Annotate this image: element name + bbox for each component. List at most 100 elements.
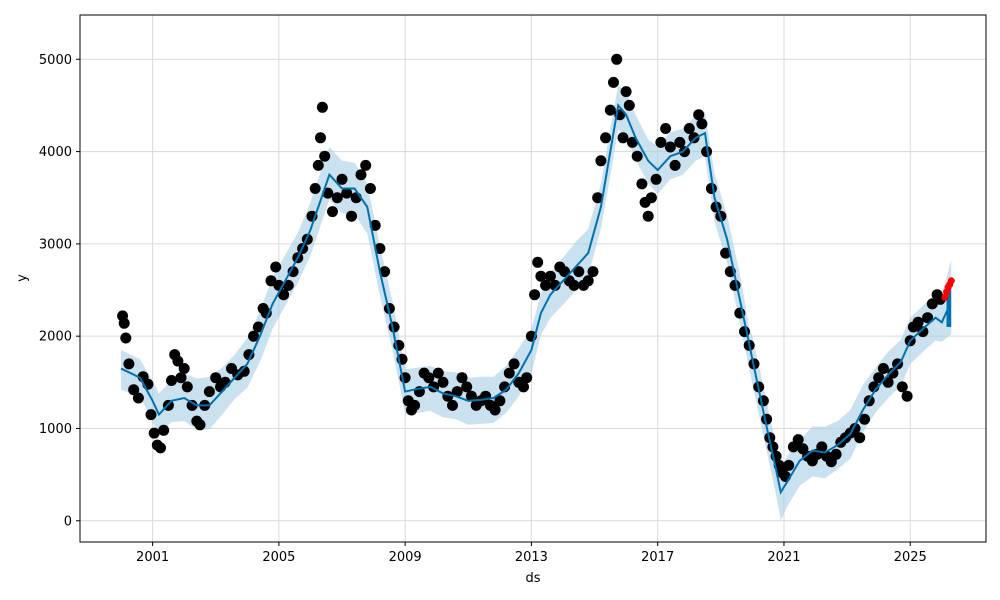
- x-tick-label: 2005: [262, 550, 295, 565]
- observed-point: [508, 358, 520, 370]
- gridlines: [80, 15, 986, 542]
- observed-point: [336, 173, 348, 185]
- observed-point: [123, 358, 135, 370]
- observed-point: [617, 132, 629, 144]
- observed-point: [364, 183, 376, 194]
- observed-point: [887, 367, 899, 379]
- observed-point: [729, 279, 741, 291]
- observed-point: [535, 270, 547, 282]
- observed-point: [705, 183, 717, 194]
- observed-point: [319, 150, 331, 162]
- observed-point: [608, 76, 619, 88]
- observed-point: [194, 419, 206, 431]
- x-axis-label: ds: [525, 571, 540, 586]
- x-tick-label: 2001: [136, 550, 169, 565]
- observed-point: [423, 372, 435, 384]
- observed-point: [611, 53, 623, 65]
- observed-point: [312, 159, 324, 171]
- observed-point: [327, 206, 338, 218]
- observed-point: [592, 192, 604, 204]
- observed-point: [636, 178, 648, 190]
- observed-point: [437, 376, 449, 388]
- observed-point: [210, 372, 222, 384]
- forecast-tail: [946, 288, 952, 327]
- observed-point: [315, 132, 326, 144]
- observed-point: [243, 349, 255, 361]
- y-tick-label: 2000: [39, 330, 72, 345]
- observed-point: [660, 123, 672, 134]
- observed-point: [355, 169, 367, 181]
- observed-point: [792, 434, 804, 446]
- y-axis-label: y: [15, 274, 30, 282]
- observed-point: [679, 146, 690, 158]
- observed-point: [252, 321, 264, 333]
- observed-point: [465, 390, 477, 402]
- observed-point: [518, 381, 529, 393]
- observed-point: [688, 132, 700, 144]
- observed-point: [145, 409, 157, 421]
- observed-point: [650, 173, 662, 185]
- observed-point: [620, 86, 632, 98]
- observed-point: [623, 99, 635, 111]
- observed-point: [456, 372, 468, 384]
- observed-point: [664, 141, 676, 153]
- observed-point: [158, 424, 170, 436]
- observed-point: [346, 210, 357, 222]
- observed-point: [447, 399, 458, 411]
- observed-point: [917, 326, 929, 338]
- observed-point: [178, 363, 190, 374]
- x-tick-label: 2025: [894, 550, 927, 565]
- observed-point: [166, 375, 177, 386]
- observed-point: [830, 448, 842, 460]
- recent-point: [941, 293, 949, 301]
- y-tick-label: 1000: [39, 422, 72, 437]
- observed-point: [148, 427, 160, 439]
- observed-point: [544, 270, 556, 282]
- observed-point: [549, 279, 561, 291]
- x-tick-label: 2013: [515, 550, 548, 565]
- observed-point: [896, 381, 908, 393]
- observed-point: [120, 332, 132, 344]
- observed-point: [494, 395, 506, 407]
- x-tick-label: 2009: [389, 550, 422, 565]
- observed-point: [696, 118, 708, 130]
- recent-point: [947, 277, 955, 285]
- forecast-trend: [120, 103, 950, 495]
- observed-point: [331, 192, 343, 204]
- forecast-line: [120, 103, 952, 495]
- observed-point: [203, 386, 215, 398]
- observed-point: [674, 136, 686, 148]
- observed-point: [669, 159, 681, 171]
- observed-point: [912, 316, 924, 328]
- observed-point: [270, 261, 282, 273]
- observed-point: [128, 384, 140, 396]
- observed-point: [604, 104, 616, 116]
- observed-point: [701, 146, 713, 158]
- x-tick-label: 2021: [767, 550, 800, 565]
- observed-point: [854, 432, 866, 444]
- observed-point: [645, 192, 657, 204]
- plot-frame: [79, 14, 987, 543]
- observed-point: [489, 404, 501, 416]
- observed-point: [238, 365, 250, 377]
- observed-point: [409, 399, 421, 411]
- observed-point: [595, 155, 607, 167]
- observed-point: [287, 266, 299, 278]
- observed-point: [655, 136, 667, 148]
- observed-point: [282, 279, 294, 291]
- observed-point: [901, 390, 913, 402]
- observed-points: [117, 53, 946, 482]
- y-tick-label: 0: [64, 514, 72, 529]
- observed-point: [309, 183, 321, 194]
- observed-point: [181, 381, 193, 393]
- observed-point: [132, 392, 144, 404]
- observed-point: [877, 363, 889, 374]
- observed-point: [587, 266, 599, 278]
- observed-point: [873, 372, 885, 384]
- observed-point: [186, 399, 198, 411]
- observed-point: [922, 312, 934, 324]
- observed-point: [360, 159, 372, 171]
- observed-point: [374, 243, 386, 254]
